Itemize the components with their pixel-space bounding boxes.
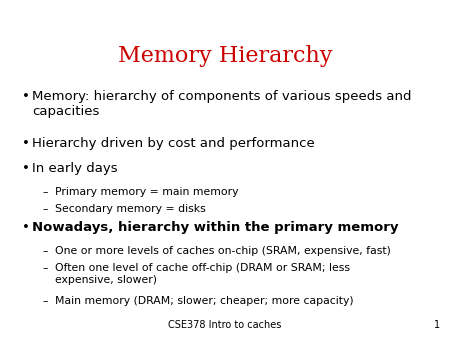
Text: Primary memory = main memory: Primary memory = main memory	[55, 187, 239, 197]
Text: –: –	[42, 187, 48, 197]
Text: –: –	[42, 263, 48, 273]
Text: In early days: In early days	[32, 162, 117, 175]
Text: •: •	[22, 162, 30, 175]
Text: –: –	[42, 204, 48, 214]
Text: Often one level of cache off-chip (DRAM or SRAM; less
expensive, slower): Often one level of cache off-chip (DRAM …	[55, 263, 350, 285]
Text: CSE378 Intro to caches: CSE378 Intro to caches	[168, 320, 282, 330]
Text: 1: 1	[434, 320, 440, 330]
Text: •: •	[22, 137, 30, 150]
Text: Nowadays, hierarchy within the primary memory: Nowadays, hierarchy within the primary m…	[32, 221, 399, 234]
Text: Secondary memory = disks: Secondary memory = disks	[55, 204, 206, 214]
Text: Main memory (DRAM; slower; cheaper; more capacity): Main memory (DRAM; slower; cheaper; more…	[55, 296, 354, 306]
Text: Hierarchy driven by cost and performance: Hierarchy driven by cost and performance	[32, 137, 315, 150]
Text: Memory: hierarchy of components of various speeds and
capacities: Memory: hierarchy of components of vario…	[32, 90, 411, 118]
Text: –: –	[42, 296, 48, 306]
Text: •: •	[22, 90, 30, 103]
Text: •: •	[22, 221, 30, 234]
Text: –: –	[42, 246, 48, 256]
Text: Memory Hierarchy: Memory Hierarchy	[118, 45, 332, 67]
Text: One or more levels of caches on-chip (SRAM, expensive, fast): One or more levels of caches on-chip (SR…	[55, 246, 391, 256]
